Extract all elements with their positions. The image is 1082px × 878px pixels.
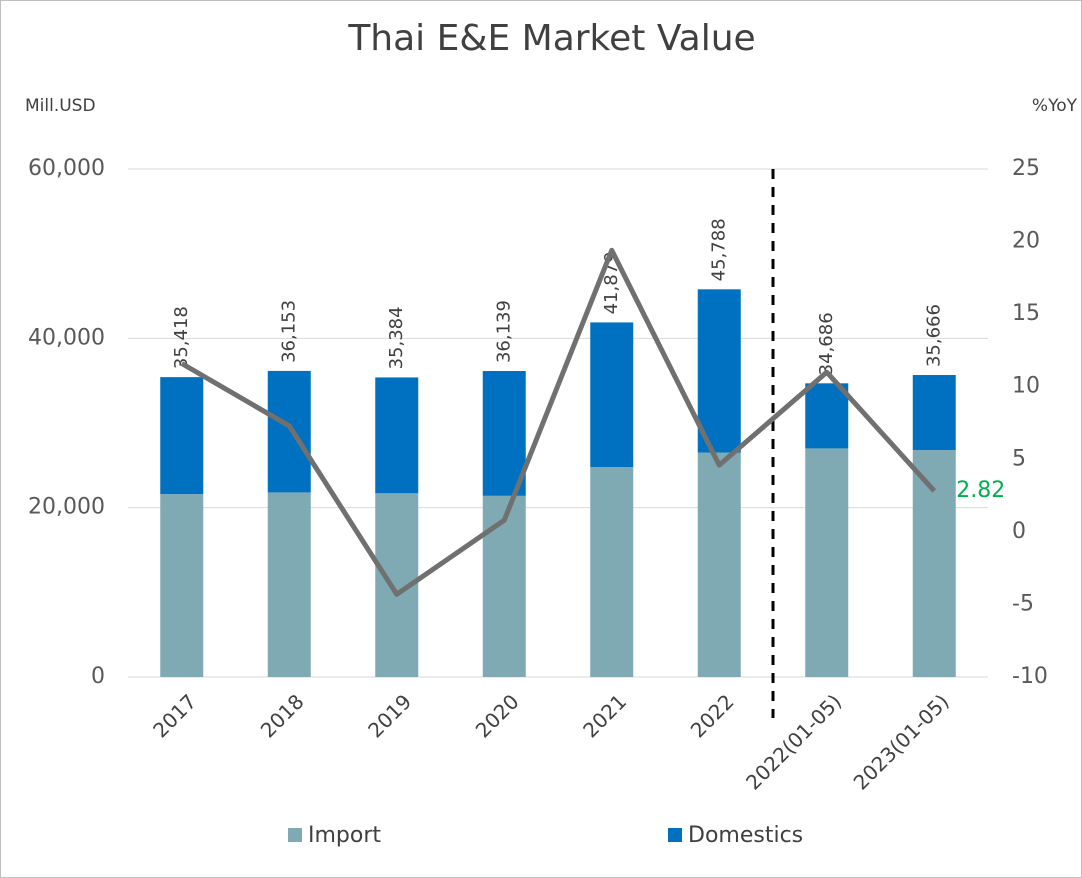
legend-label: Domestics bbox=[688, 823, 803, 848]
total-label: 45,788 bbox=[708, 218, 729, 281]
bar-segment bbox=[805, 383, 849, 449]
bar-segment bbox=[375, 377, 419, 494]
legend-label: Import bbox=[308, 823, 381, 848]
yoy-value-label: 2.82 bbox=[956, 478, 1005, 503]
y-axis-label: Mill.USD bbox=[25, 96, 96, 116]
bar-segment bbox=[697, 452, 741, 677]
total-label: 35,666 bbox=[923, 304, 944, 367]
total-label: 34,686 bbox=[816, 312, 837, 375]
bar-segment bbox=[482, 495, 526, 677]
y2-axis-label: %YoY bbox=[1032, 96, 1078, 116]
y-tick-label: 40,000 bbox=[28, 325, 105, 350]
legend-swatch bbox=[288, 828, 302, 842]
bar-segment bbox=[267, 492, 311, 677]
bar-segment bbox=[697, 289, 741, 453]
bar-segment bbox=[590, 322, 634, 468]
y-tick-label: 20,000 bbox=[28, 495, 105, 520]
y2-tick-label: 5 bbox=[1012, 446, 1026, 471]
total-label: 35,418 bbox=[171, 306, 192, 369]
y2-tick-label: 15 bbox=[1012, 301, 1040, 326]
total-label: 35,384 bbox=[386, 306, 407, 369]
bar-segment bbox=[912, 375, 956, 451]
y-tick-label: 60,000 bbox=[28, 156, 105, 181]
bar-segment bbox=[482, 371, 526, 496]
bar-segment bbox=[805, 448, 849, 677]
legend-swatch bbox=[668, 828, 682, 842]
y2-tick-label: 10 bbox=[1012, 374, 1040, 399]
total-label: 36,153 bbox=[278, 300, 299, 363]
chart-title: Thai E&E Market Value bbox=[347, 18, 755, 59]
bar-segment bbox=[267, 370, 311, 493]
y2-tick-label: 25 bbox=[1012, 156, 1040, 181]
bar-segment bbox=[912, 450, 956, 677]
y2-tick-label: -10 bbox=[1012, 664, 1048, 689]
bar-segment bbox=[160, 494, 204, 677]
bar-segment bbox=[590, 467, 634, 677]
bar-segment bbox=[160, 377, 204, 495]
yoy-line bbox=[180, 247, 937, 597]
y2-tick-label: 20 bbox=[1012, 229, 1040, 254]
y-tick-label: 0 bbox=[91, 664, 105, 689]
total-label: 36,139 bbox=[493, 300, 514, 363]
y2-tick-label: -5 bbox=[1012, 591, 1034, 616]
y2-tick-label: 0 bbox=[1012, 519, 1026, 544]
